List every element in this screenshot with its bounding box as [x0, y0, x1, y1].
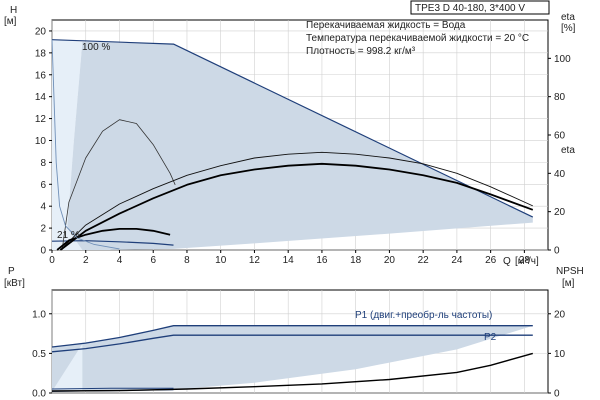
y-tick-label-h: 14 — [35, 92, 47, 103]
x-tick-label: 10 — [215, 255, 227, 266]
annotation-21-percent: 21 % — [57, 230, 80, 241]
y-tick-label-h: 20 — [35, 26, 47, 37]
y2-tick-label-npsh: 0 — [554, 389, 560, 400]
x-axis-label-q: Q — [503, 256, 511, 267]
y-axis-unit-p: [кВт] — [4, 278, 25, 289]
y-tick-label-h: 6 — [40, 180, 46, 191]
y-axis-label-h: H — [10, 5, 17, 16]
bottom-operating-region — [52, 325, 533, 392]
series-label-p2: P2 — [484, 332, 497, 343]
info-temperature: Температура перекачиваемой жидкости = 20… — [306, 33, 529, 44]
x-tick-label: 18 — [350, 255, 362, 266]
x-tick-label: 22 — [418, 255, 430, 266]
y-axis-label-p: P — [8, 266, 15, 277]
y-tick-label-h: 8 — [40, 158, 46, 169]
y2-tick-label-eta: 60 — [554, 131, 566, 142]
x-tick-label: 6 — [150, 255, 156, 266]
x-tick-label: 4 — [117, 255, 123, 266]
series-npsh — [51, 352, 533, 392]
series-p1 — [51, 325, 533, 348]
y-tick-label-p: 0.0 — [32, 389, 46, 400]
x-tick-label: 0 — [49, 255, 55, 266]
y2-axis-unit-npsh: [м] — [562, 278, 575, 289]
y-tick-label-h: 2 — [40, 224, 46, 235]
x-tick-label: 24 — [451, 255, 463, 266]
series-eta_thick — [59, 162, 534, 251]
bottom-series — [51, 325, 533, 392]
y2-tick-label-npsh: 10 — [554, 349, 566, 360]
series-p2 — [51, 334, 533, 353]
y2-tick-label-eta: 20 — [554, 207, 566, 218]
y2-axis-unit-eta: [%] — [561, 23, 576, 34]
y2-tick-label-npsh: 20 — [554, 309, 566, 320]
y-tick-label-p: 1.0 — [32, 309, 46, 320]
model-title: TPE3 D 40-180, 3*400 V — [415, 3, 525, 14]
y2-axis-label-eta-top: eta — [561, 12, 575, 23]
light-envelope-region — [52, 39, 111, 251]
left-envelope-line — [51, 39, 120, 250]
x-tick-label: 2 — [83, 255, 89, 266]
y-tick-label-h: 18 — [35, 48, 47, 59]
bottom-grid — [51, 290, 548, 394]
x-tick-label: 26 — [485, 255, 497, 266]
y-tick-label-h: 10 — [35, 136, 47, 147]
tick-labels: 0 2 4 6 8 10 12 14 16 18 20 22 24 26 28024681012141618… — [32, 26, 571, 399]
x-tick-label: 14 — [283, 255, 295, 266]
series-eta21_thin — [61, 119, 176, 251]
series-p21-upper — [51, 387, 174, 390]
info-density: Плотность = 998.2 кг/м³ — [306, 46, 416, 57]
x-axis-unit-q: [м³/ч] — [515, 256, 539, 267]
series-h21 — [51, 240, 174, 246]
y2-tick-label-eta: 100 — [554, 54, 571, 65]
series-h100 — [51, 39, 534, 218]
operating-region — [67, 41, 533, 251]
x-tick-label: 28 — [519, 255, 531, 266]
y-axis-unit-h: [м] — [4, 16, 17, 27]
top-operating-region — [52, 39, 533, 251]
power-region — [52, 325, 533, 392]
y2-tick-label-eta: 0 — [554, 246, 560, 257]
top-series — [51, 39, 534, 251]
info-fluid: Перекачиваемая жидкость = Вода — [306, 20, 466, 31]
x-tick-label: 12 — [249, 255, 261, 266]
series-label-p1: P1 (двиг.+преобр-ль частоты) — [355, 309, 492, 321]
x-tick-label: 16 — [316, 255, 328, 266]
x-tick-label: 8 — [184, 255, 190, 266]
series-eta_thin — [60, 151, 533, 251]
series-eta21_thick — [56, 228, 171, 251]
x-tick-label: 20 — [384, 255, 396, 266]
y2-axis-label-eta: eta — [561, 145, 575, 156]
y-tick-label-h: 0 — [40, 246, 46, 257]
y2-tick-label-eta: 80 — [554, 92, 566, 103]
y-tick-label-h: 16 — [35, 70, 47, 81]
y2-tick-label-eta: 40 — [554, 169, 566, 180]
y2-axis-label-npsh: NPSH — [556, 266, 584, 277]
y-tick-label-p: 0.5 — [32, 349, 46, 360]
y-tick-label-h: 4 — [40, 202, 46, 213]
annotation-100-percent: 100 % — [82, 42, 110, 53]
model-box — [410, 0, 550, 15]
y-tick-label-h: 12 — [35, 114, 47, 125]
power-light-region — [52, 343, 83, 392]
